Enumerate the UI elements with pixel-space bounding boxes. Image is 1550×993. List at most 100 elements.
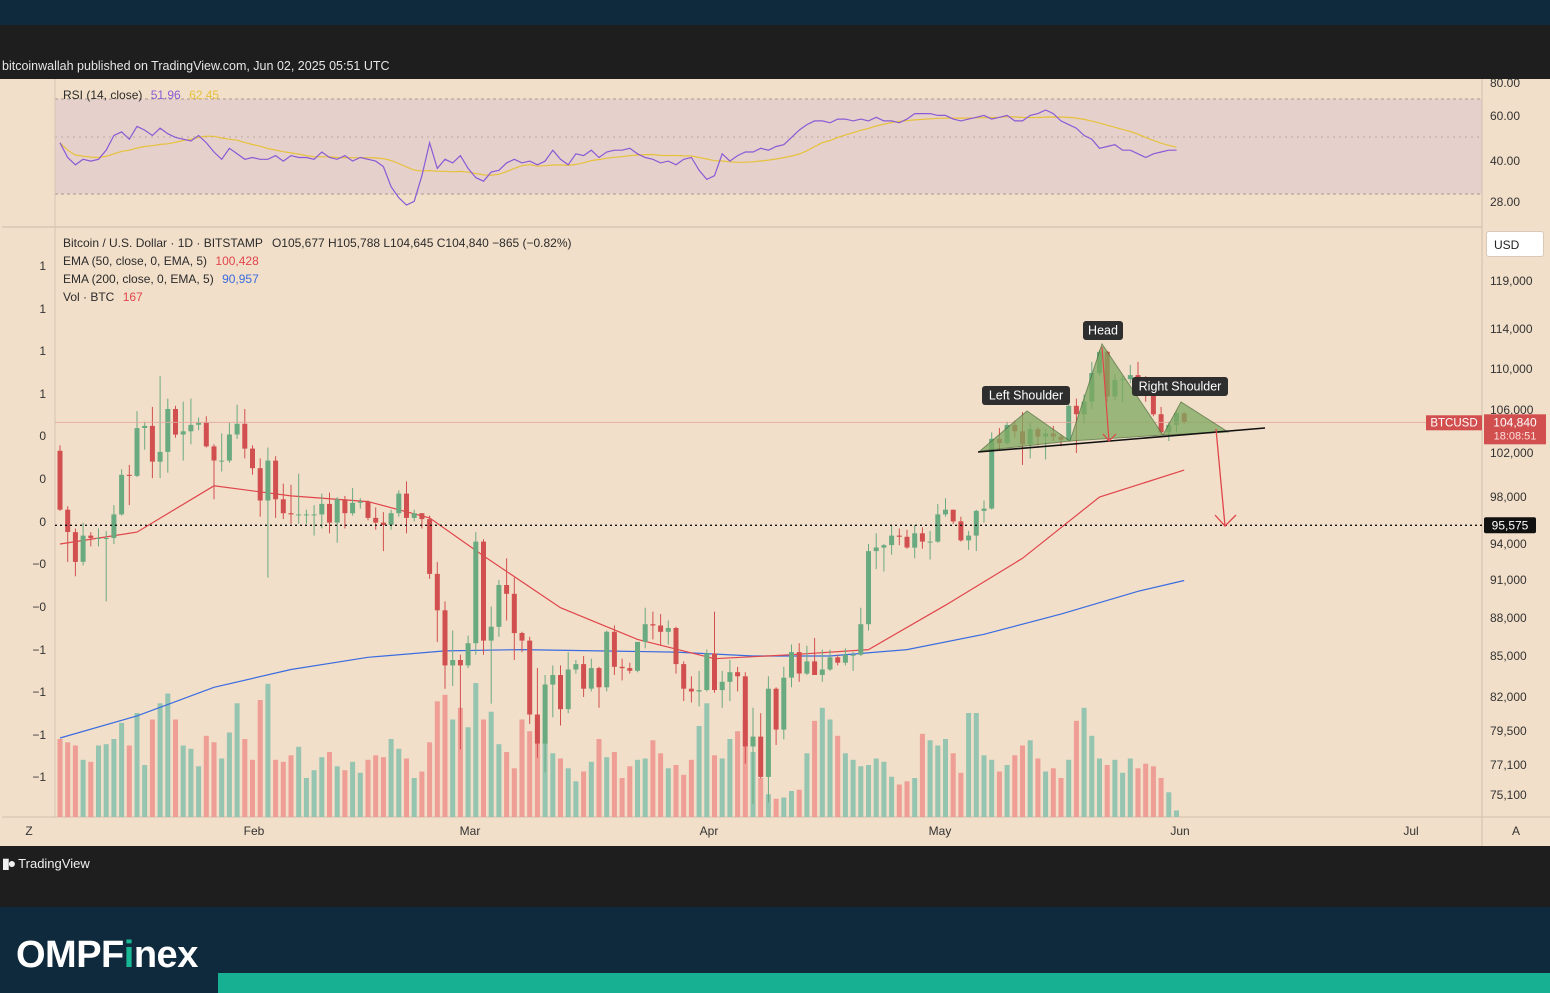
volume-bar bbox=[288, 755, 294, 818]
volume-bar bbox=[88, 761, 94, 818]
volume-bar bbox=[357, 772, 363, 817]
volume-bar bbox=[558, 758, 563, 817]
candle bbox=[311, 514, 317, 516]
candle bbox=[881, 545, 887, 548]
x-tick: Jul bbox=[1403, 824, 1418, 838]
candle bbox=[581, 664, 587, 689]
candle bbox=[96, 538, 101, 539]
x-tick: Apr bbox=[700, 824, 719, 838]
volume-bar bbox=[627, 766, 633, 817]
rsi-tick: 60.00 bbox=[1490, 109, 1520, 123]
rsi-ma-value: 62.45 bbox=[189, 88, 220, 102]
rsi-line bbox=[59, 109, 1177, 206]
candle bbox=[781, 677, 787, 730]
candle bbox=[1150, 391, 1156, 415]
volume-bar bbox=[1158, 778, 1164, 817]
candle bbox=[558, 675, 563, 710]
volume-bar bbox=[1120, 772, 1126, 817]
candle bbox=[319, 503, 325, 515]
volume-bar bbox=[642, 758, 648, 817]
price-tick: 88,000 bbox=[1490, 611, 1527, 625]
candle bbox=[935, 514, 941, 542]
price-tick: 75,100 bbox=[1490, 788, 1527, 802]
candle bbox=[211, 446, 217, 461]
brand-accent-bar bbox=[218, 973, 1550, 993]
rsi-ma-line bbox=[59, 116, 1177, 176]
candle bbox=[157, 451, 163, 462]
candle bbox=[457, 660, 463, 666]
left-tick: 1 bbox=[39, 302, 46, 316]
candle bbox=[765, 688, 771, 777]
candle bbox=[642, 624, 648, 642]
tradingview-text: TradingView bbox=[18, 856, 90, 871]
volume-bar bbox=[904, 781, 910, 818]
volume-bar bbox=[789, 791, 794, 817]
candle bbox=[265, 460, 271, 501]
candle bbox=[149, 425, 155, 462]
volume-bar bbox=[1112, 759, 1118, 817]
top-band bbox=[0, 0, 1550, 25]
volume-bar bbox=[550, 753, 556, 817]
volume-bar bbox=[1150, 766, 1156, 817]
volume-bar bbox=[380, 757, 386, 817]
volume-bar bbox=[149, 719, 155, 817]
volume-bar bbox=[866, 765, 871, 817]
neckline bbox=[977, 427, 1266, 453]
candle bbox=[219, 460, 225, 462]
volume-label: Vol · BTC bbox=[63, 290, 115, 304]
volume-bar bbox=[1004, 765, 1010, 817]
candle bbox=[727, 672, 733, 682]
volume-bar bbox=[303, 778, 309, 817]
volume-bar bbox=[796, 789, 802, 817]
symbol-legend: Bitcoin / U.S. Dollar · 1D · BITSTAMP O1… bbox=[63, 236, 572, 250]
candle bbox=[111, 514, 117, 538]
candle bbox=[527, 640, 533, 715]
left-tick: −0 bbox=[32, 557, 46, 571]
volume-bar bbox=[804, 753, 810, 817]
volume-bar bbox=[250, 759, 255, 817]
ema-lines bbox=[59, 469, 1185, 739]
candle bbox=[981, 508, 987, 511]
volume-bar bbox=[1043, 771, 1049, 817]
volume-bar bbox=[126, 745, 132, 817]
candle bbox=[966, 535, 972, 541]
volume-bar bbox=[542, 739, 548, 817]
price-chart[interactable]: Left Shoulder Head Right Shoulder 80.00 60.… bbox=[0, 79, 1550, 846]
candle bbox=[889, 535, 895, 546]
candle bbox=[203, 422, 209, 447]
candle bbox=[180, 431, 186, 435]
chart-area[interactable]: Left Shoulder Head Right Shoulder 80.00 60.… bbox=[0, 79, 1550, 846]
candle bbox=[650, 624, 656, 626]
price-tick: 114,000 bbox=[1490, 322, 1533, 336]
volume-bar bbox=[534, 716, 540, 818]
right-shoulder-shape bbox=[1162, 401, 1230, 436]
price-tick: 110,000 bbox=[1490, 362, 1533, 376]
price-tag-symbol-bg bbox=[1426, 415, 1482, 431]
candle bbox=[573, 664, 579, 670]
volume-bars bbox=[57, 683, 1179, 818]
candle bbox=[396, 493, 402, 514]
left-tick: 1 bbox=[39, 259, 46, 273]
rsi-tick: 40.00 bbox=[1490, 154, 1520, 168]
head-height-arrow bbox=[1101, 346, 1117, 442]
volume-bar bbox=[72, 745, 78, 817]
ema50-value: 100,428 bbox=[215, 254, 259, 268]
volume-bar bbox=[696, 726, 702, 817]
candle bbox=[357, 501, 363, 503]
candle bbox=[989, 438, 995, 509]
rsi-legend: RSI (14, close) 51.96 62.45 bbox=[63, 88, 219, 102]
volume-bar bbox=[504, 752, 510, 817]
candle bbox=[927, 541, 933, 543]
candle bbox=[450, 660, 456, 666]
candle bbox=[696, 690, 702, 692]
candle bbox=[665, 628, 671, 632]
price-tag-symbol: BTCUSD bbox=[1430, 417, 1477, 429]
currency-button[interactable]: USD bbox=[1486, 231, 1544, 257]
volume-bar bbox=[565, 768, 571, 818]
volume-bar bbox=[873, 758, 879, 817]
candle bbox=[735, 672, 741, 677]
candle bbox=[142, 425, 148, 428]
candle bbox=[919, 533, 925, 542]
volume-bar bbox=[573, 781, 579, 818]
candle bbox=[442, 610, 448, 666]
